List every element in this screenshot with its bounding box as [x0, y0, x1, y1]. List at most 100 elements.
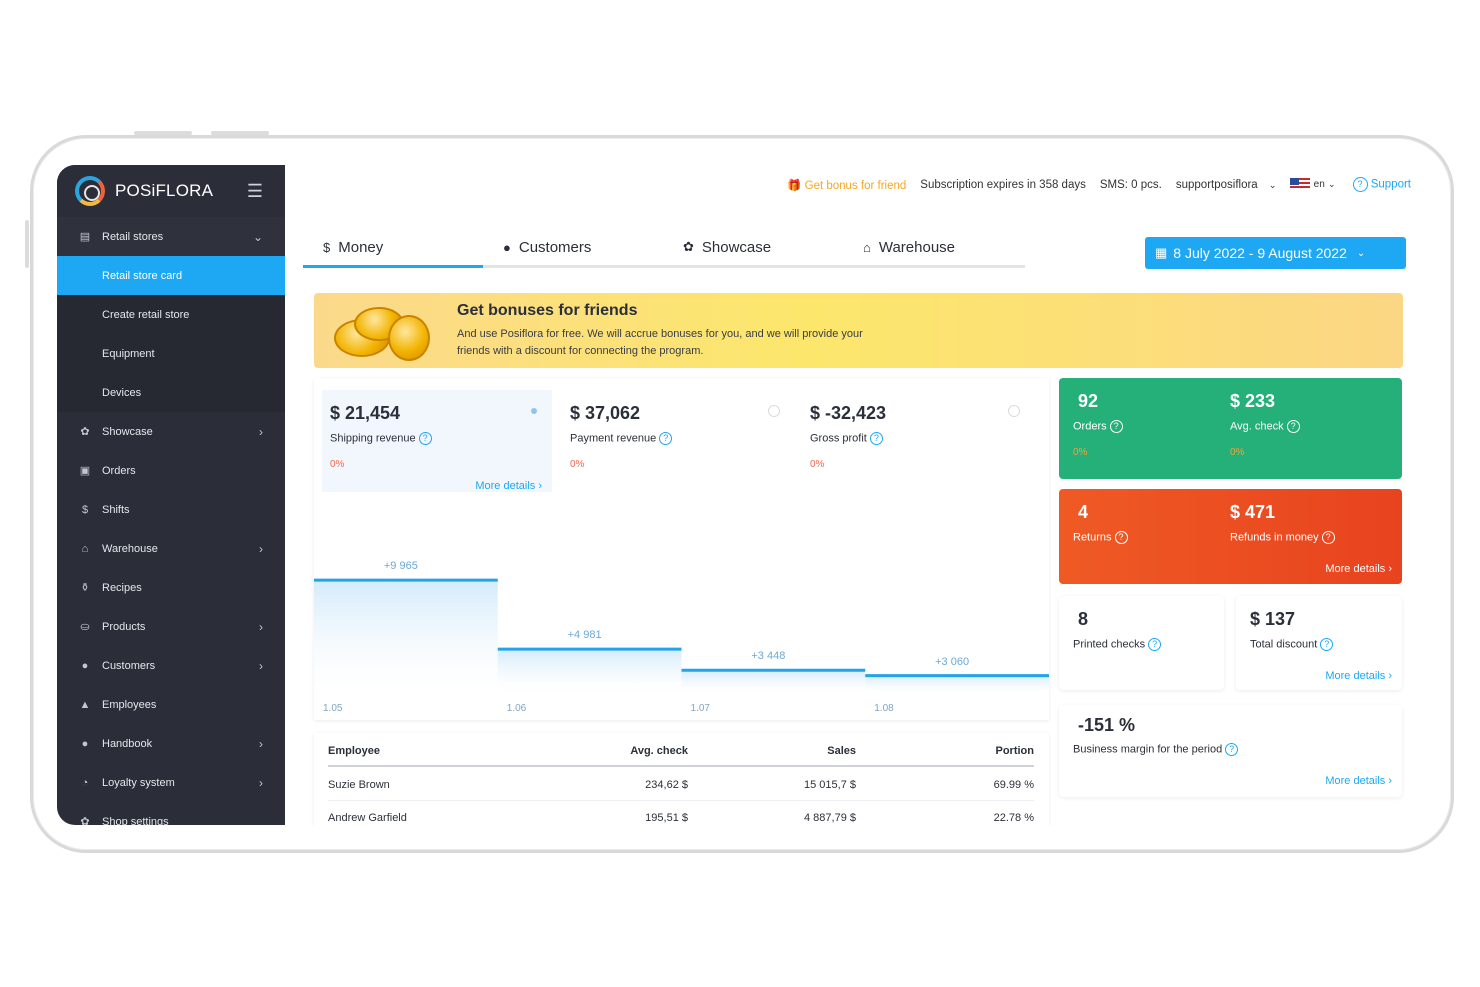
sidebar-item-showcase[interactable]: ✿ Showcase › [57, 412, 285, 451]
account-name: supportposiflora [1175, 178, 1258, 191]
more-details-link[interactable]: More details › [1325, 775, 1392, 787]
table-row[interactable]: Andrew Garfield 195,51 $ 4 887,79 $ 22.7… [328, 802, 1034, 825]
sidebar-item-create-retail-store[interactable]: Create retail store [57, 295, 285, 334]
sidebar-item-label: Devices [102, 386, 142, 399]
bonus-link[interactable]: 🎁 Get bonus for friend [787, 178, 906, 192]
metric-radio[interactable] [528, 405, 540, 417]
chevron-right-icon: › [1388, 670, 1392, 682]
tab-customers[interactable]: ● Customers [483, 229, 663, 265]
business-margin-card: -151 % Business margin for the period? M… [1059, 705, 1402, 797]
refunds-label: Refunds in money? [1230, 531, 1335, 544]
metric-payment-revenue[interactable]: $ 37,062 Payment revenue? 0% [562, 390, 792, 492]
chevron-right-icon: › [259, 736, 263, 751]
help-icon[interactable]: ? [418, 432, 432, 445]
sidebar-item-label: Handbook [102, 737, 153, 750]
sidebar-item-customers[interactable]: ● Customers › [57, 646, 285, 685]
brand[interactable]: POSiFLORA ☰ [57, 165, 285, 217]
sidebar-item-label: Orders [102, 464, 136, 477]
metric-label-text: Payment revenue [570, 432, 657, 445]
language-select[interactable]: en ⌄ [1290, 178, 1336, 191]
chevron-down-icon: ⌄ [1268, 179, 1277, 190]
sidebar-item-retail-store-card[interactable]: Retail store card [57, 256, 285, 295]
metric-change: 0% [810, 459, 825, 470]
handbook-icon: ● [81, 737, 89, 750]
sidebar-item-orders[interactable]: ▣ Orders [57, 451, 285, 490]
help-icon[interactable]: ? [1225, 743, 1239, 756]
loyalty-icon: ◔ [81, 776, 89, 789]
metric-radio[interactable] [768, 405, 780, 417]
chevron-down-icon: ⌄ [1327, 179, 1336, 190]
metric-value: $ -32,423 [810, 403, 887, 423]
help-icon[interactable]: ? [659, 432, 673, 445]
sidebar-item-loyalty-system[interactable]: ◔ Loyalty system › [57, 763, 285, 802]
chevron-down-icon: ⌄ [1356, 247, 1366, 259]
sidebar-item-equipment[interactable]: Equipment [57, 334, 285, 373]
employee-name: Andrew Garfield [328, 812, 407, 824]
tab-label: Warehouse [878, 238, 956, 256]
chart-value-label: +3 448 [751, 650, 786, 663]
tablet-top-button-2 [211, 131, 269, 135]
help-icon[interactable]: ? [1321, 531, 1335, 544]
revenue-step-chart [314, 578, 1049, 693]
orders-change: 0% [1073, 447, 1088, 458]
table-row[interactable]: Suzie Brown 234,62 $ 15 015,7 $ 69.99 % [328, 769, 1034, 801]
metric-gross-profit[interactable]: $ -32,423 Gross profit? 0% [802, 390, 1032, 492]
bank-icon: ⌂ [863, 239, 871, 255]
sidebar-item-label: Employees [102, 698, 157, 711]
sidebar-item-products[interactable]: ⛀ Products › [57, 607, 285, 646]
sidebar-item-devices[interactable]: Devices [57, 373, 285, 412]
help-icon[interactable]: ? [1148, 638, 1162, 651]
sidebar-item-label: Loyalty system [102, 776, 175, 789]
employee-name: Suzie Brown [328, 779, 390, 791]
banner-text: And use Posiflora for free. We will accr… [457, 328, 863, 357]
help-icon[interactable]: ? [1320, 638, 1334, 651]
metric-radio[interactable] [1008, 405, 1020, 417]
bonus-banner[interactable]: Get bonuses for friends And use Posiflor… [314, 293, 1403, 368]
sidebar-item-label: Retail stores [102, 230, 164, 243]
sidebar-item-shop-settings[interactable]: ✿ Shop settings [57, 802, 285, 826]
sidebar-item-shifts[interactable]: $ Shifts [57, 490, 285, 529]
more-details-link[interactable]: More details › [475, 480, 542, 492]
sidebar: POSiFLORA ☰ ▤ Retail stores ⌄ Retail store … [57, 165, 285, 825]
chevron-right-icon: › [259, 424, 263, 439]
account-menu[interactable]: supportposiflora ⌄ [1176, 179, 1277, 191]
avg-check: 195,51 $ [645, 812, 688, 824]
more-details-link[interactable]: More details › [1325, 563, 1392, 575]
chart-area-1.07 [681, 670, 866, 693]
date-range-picker[interactable]: ▦ 8 July 2022 - 9 August 2022 ⌄ [1145, 237, 1406, 269]
settings-icon: ✿ [80, 816, 90, 825]
sidebar-item-handbook[interactable]: ● Handbook › [57, 724, 285, 763]
banner-title: Get bonuses for friends [457, 302, 638, 319]
sidebar-item-recipes[interactable]: ⚱ Recipes [57, 568, 285, 607]
recipe-icon: ⚱ [80, 582, 90, 594]
help-icon[interactable]: ? [869, 432, 883, 445]
tab-money[interactable]: $ Money [303, 229, 483, 268]
avg-check-value: $ 233 [1230, 391, 1276, 411]
metric-shipping-revenue[interactable]: $ 21,454 Shipping revenue? 0% More detai… [322, 390, 552, 492]
metric-change: 0% [330, 459, 345, 470]
help-icon[interactable]: ? [1286, 420, 1300, 433]
sidebar-item-employees[interactable]: ▲ Employees [57, 685, 285, 724]
orders-value: 92 [1078, 391, 1099, 411]
tab-showcase[interactable]: ✿ Showcase [663, 229, 843, 265]
tab-label: Customers [518, 238, 592, 256]
bonus-link-label: Get bonus for friend [804, 179, 907, 192]
main-content: 🎁 Get bonus for friend Subscription expi… [285, 165, 1423, 825]
help-icon[interactable]: ? [1114, 531, 1128, 544]
help-icon[interactable]: ? [1109, 420, 1123, 433]
tab-warehouse[interactable]: ⌂ Warehouse [843, 229, 1023, 265]
metric-value: $ 37,062 [570, 403, 641, 423]
metric-label-text: Gross profit [810, 432, 867, 445]
sales: 4 887,79 $ [804, 812, 856, 824]
more-details-link[interactable]: More details › [1325, 670, 1392, 682]
sidebar-item-retail-stores[interactable]: ▤ Retail stores ⌄ [57, 217, 285, 256]
support-link[interactable]: ? Support [1350, 177, 1411, 192]
portion: 69.99 % [993, 779, 1034, 791]
avg-check-label: Avg. check? [1230, 420, 1300, 433]
printed-checks-value: 8 [1078, 609, 1089, 629]
chart-area-1.08 [865, 675, 1049, 693]
tab-label: Showcase [701, 238, 772, 256]
menu-icon[interactable]: ☰ [246, 180, 263, 201]
column-header: Portion [995, 745, 1035, 757]
sidebar-item-warehouse[interactable]: ⌂ Warehouse › [57, 529, 285, 568]
